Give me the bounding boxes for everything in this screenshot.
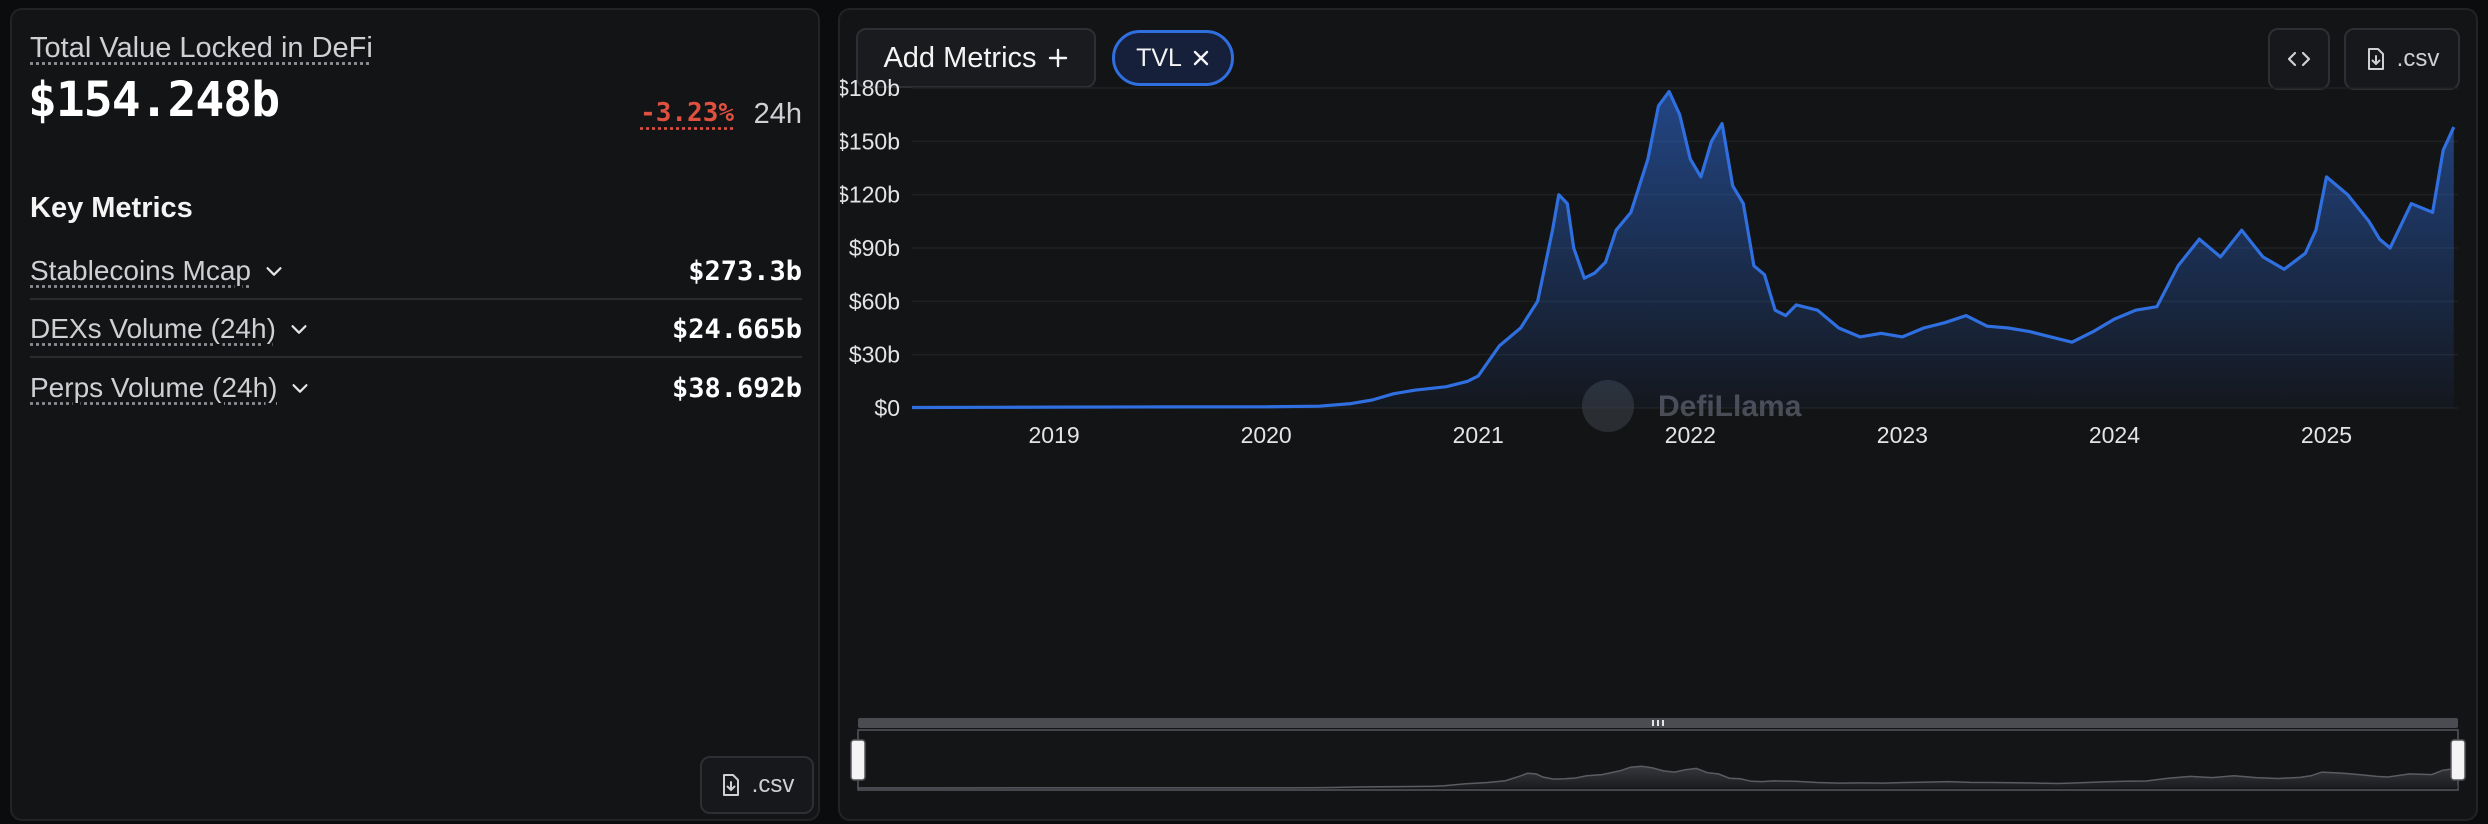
metric-toggle-perps[interactable]: Perps Volume (24h) bbox=[30, 372, 311, 404]
download-csv-button[interactable]: .csv bbox=[700, 756, 814, 814]
tvl-line[interactable] bbox=[911, 90, 2456, 410]
y-tick-label: $60b bbox=[849, 288, 900, 314]
download-file-icon bbox=[722, 774, 739, 796]
metric-row-dexs: DEXs Volume (24h) $24.665b bbox=[30, 302, 802, 358]
y-tick-label: $120b bbox=[840, 182, 900, 208]
csv-label: .csv bbox=[2396, 45, 2440, 72]
add-metrics-button[interactable]: Add Metrics bbox=[856, 28, 1096, 88]
chart-panel: Add Metrics TVL .csv bbox=[838, 8, 2478, 821]
chart-download-csv-button[interactable]: .csv bbox=[2344, 28, 2460, 90]
metric-label[interactable]: Perps Volume (24h) bbox=[30, 372, 278, 403]
tvl-metric-chip[interactable]: TVL bbox=[1112, 30, 1234, 86]
grip-icon[interactable] bbox=[1652, 720, 1664, 726]
x-tick-label: 2020 bbox=[1241, 422, 1292, 448]
tvl-chart[interactable]: DefiLlama $0$30b$60b$90b$120b$150b$180b … bbox=[840, 10, 2480, 823]
y-tick-label: $0 bbox=[874, 395, 900, 421]
chevron-down-icon[interactable] bbox=[289, 377, 311, 399]
y-tick-label: $30b bbox=[849, 342, 900, 368]
x-tick-label: 2022 bbox=[1665, 422, 1716, 448]
chip-label: TVL bbox=[1136, 43, 1182, 72]
tvl-value: $154.248b bbox=[28, 72, 280, 128]
range-brush[interactable] bbox=[850, 718, 2466, 791]
brush-handle[interactable] bbox=[850, 739, 866, 781]
minimap-area bbox=[858, 766, 2458, 788]
add-metrics-label: Add Metrics bbox=[883, 41, 1037, 74]
metric-toggle-stablecoins[interactable]: Stablecoins Mcap bbox=[30, 255, 285, 287]
y-tick-label: $180b bbox=[840, 75, 900, 101]
x-tick-label: 2024 bbox=[2089, 422, 2140, 448]
y-tick-label: $150b bbox=[840, 128, 900, 154]
plus-icon bbox=[1048, 48, 1067, 68]
metric-row-stablecoins: Stablecoins Mcap $273.3b bbox=[30, 244, 802, 300]
embed-code-button[interactable] bbox=[2268, 28, 2330, 90]
metric-toggle-dexs[interactable]: DEXs Volume (24h) bbox=[30, 313, 310, 345]
download-file-icon bbox=[2367, 48, 2384, 70]
key-metrics-title: Key Metrics bbox=[30, 192, 193, 224]
x-tick-label: 2025 bbox=[2301, 422, 2352, 448]
chevron-down-icon[interactable] bbox=[263, 260, 285, 282]
x-tick-label: 2023 bbox=[1877, 422, 1928, 448]
minimap-line bbox=[858, 765, 2454, 789]
metric-row-perps: Perps Volume (24h) $38.692b bbox=[30, 360, 802, 416]
tvl-change[interactable]: -3.23% bbox=[640, 98, 734, 128]
x-tick-label: 2021 bbox=[1453, 422, 1504, 448]
tvl-summary-panel: Total Value Locked in DeFi $154.248b -3.… bbox=[10, 8, 820, 821]
csv-label: .csv bbox=[751, 771, 795, 798]
code-icon bbox=[2287, 51, 2311, 67]
brush-handle[interactable] bbox=[2450, 739, 2466, 781]
close-icon[interactable] bbox=[1192, 49, 1210, 67]
metric-value: $38.692b bbox=[671, 372, 802, 404]
tvl-title[interactable]: Total Value Locked in DeFi bbox=[30, 32, 373, 64]
chevron-down-icon[interactable] bbox=[288, 318, 310, 340]
tvl-area bbox=[912, 91, 2454, 408]
x-tick-label: 2019 bbox=[1029, 422, 1080, 448]
tvl-change-period: 24h bbox=[753, 98, 802, 130]
metric-label[interactable]: DEXs Volume (24h) bbox=[30, 313, 276, 344]
metric-label[interactable]: Stablecoins Mcap bbox=[30, 255, 252, 286]
metric-value: $24.665b bbox=[671, 313, 802, 345]
metric-value: $273.3b bbox=[688, 255, 802, 287]
y-tick-label: $90b bbox=[849, 235, 900, 261]
